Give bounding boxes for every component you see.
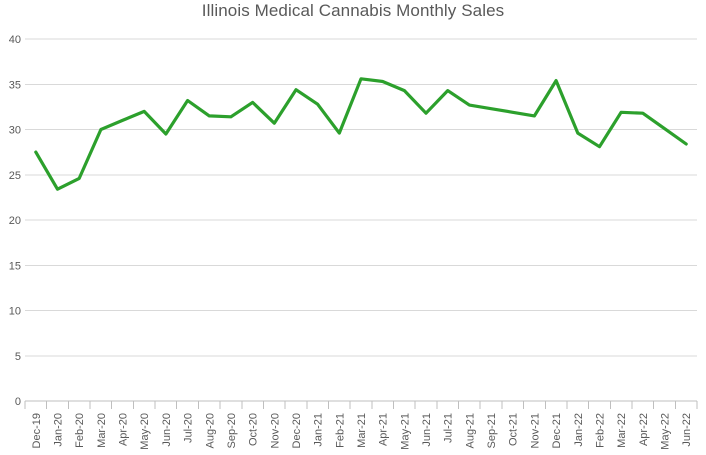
svg-text:May-21: May-21	[399, 413, 411, 450]
svg-text:5: 5	[15, 351, 21, 363]
svg-text:15: 15	[9, 260, 21, 272]
svg-text:Feb-21: Feb-21	[334, 413, 346, 448]
x-axis	[24, 400, 698, 409]
svg-text:Jan-22: Jan-22	[573, 413, 585, 447]
svg-text:Dec-20: Dec-20	[291, 413, 303, 448]
svg-text:10: 10	[9, 306, 21, 318]
svg-text:Apr-21: Apr-21	[378, 413, 390, 446]
svg-text:Feb-20: Feb-20	[74, 413, 86, 448]
svg-text:Oct-21: Oct-21	[508, 413, 520, 446]
sales-line	[34, 77, 688, 191]
svg-text:Sep-20: Sep-20	[226, 413, 238, 448]
svg-text:Aug-21: Aug-21	[464, 413, 476, 448]
svg-text:Jul-20: Jul-20	[183, 413, 195, 443]
svg-text:May-22: May-22	[660, 413, 672, 450]
svg-text:Apr-22: Apr-22	[638, 413, 650, 446]
svg-text:Nov-21: Nov-21	[529, 413, 541, 448]
svg-text:30: 30	[9, 125, 21, 137]
svg-text:20: 20	[9, 215, 21, 227]
svg-text:Jun-21: Jun-21	[421, 413, 433, 447]
svg-text:Apr-20: Apr-20	[118, 413, 130, 446]
svg-text:25: 25	[9, 170, 21, 182]
svg-text:0: 0	[15, 396, 21, 408]
svg-text:Oct-20: Oct-20	[248, 413, 260, 446]
svg-text:Mar-22: Mar-22	[616, 413, 628, 448]
svg-text:Dec-19: Dec-19	[31, 413, 43, 448]
svg-text:Jul-21: Jul-21	[443, 413, 455, 443]
x-axis-labels: Dec-19 Jan-20 Feb-20 Mar-20 Apr-20 May-20 Jun-…	[31, 413, 693, 450]
svg-text:Jun-20: Jun-20	[161, 413, 173, 447]
svg-text:Mar-21: Mar-21	[356, 413, 368, 448]
svg-text:35: 35	[9, 79, 21, 91]
svg-text:Jan-21: Jan-21	[313, 413, 325, 447]
svg-text:40: 40	[9, 34, 21, 46]
svg-text:Jun-22: Jun-22	[681, 413, 693, 447]
svg-text:Mar-20: Mar-20	[96, 413, 108, 448]
svg-text:Nov-20: Nov-20	[269, 413, 281, 448]
svg-text:May-20: May-20	[139, 413, 151, 450]
svg-text:Sep-21: Sep-21	[486, 413, 498, 448]
y-axis-labels: 0 5 10 15 20 25 30 35 40	[9, 34, 21, 408]
series	[34, 77, 688, 191]
svg-text:Dec-21: Dec-21	[551, 413, 563, 448]
chart-title: Illinois Medical Cannabis Monthly Sales	[201, 1, 505, 20]
svg-text:Feb-22: Feb-22	[595, 413, 607, 448]
gridlines	[25, 38, 697, 357]
svg-text:Aug-20: Aug-20	[204, 413, 216, 448]
svg-text:Jan-20: Jan-20	[53, 413, 65, 447]
